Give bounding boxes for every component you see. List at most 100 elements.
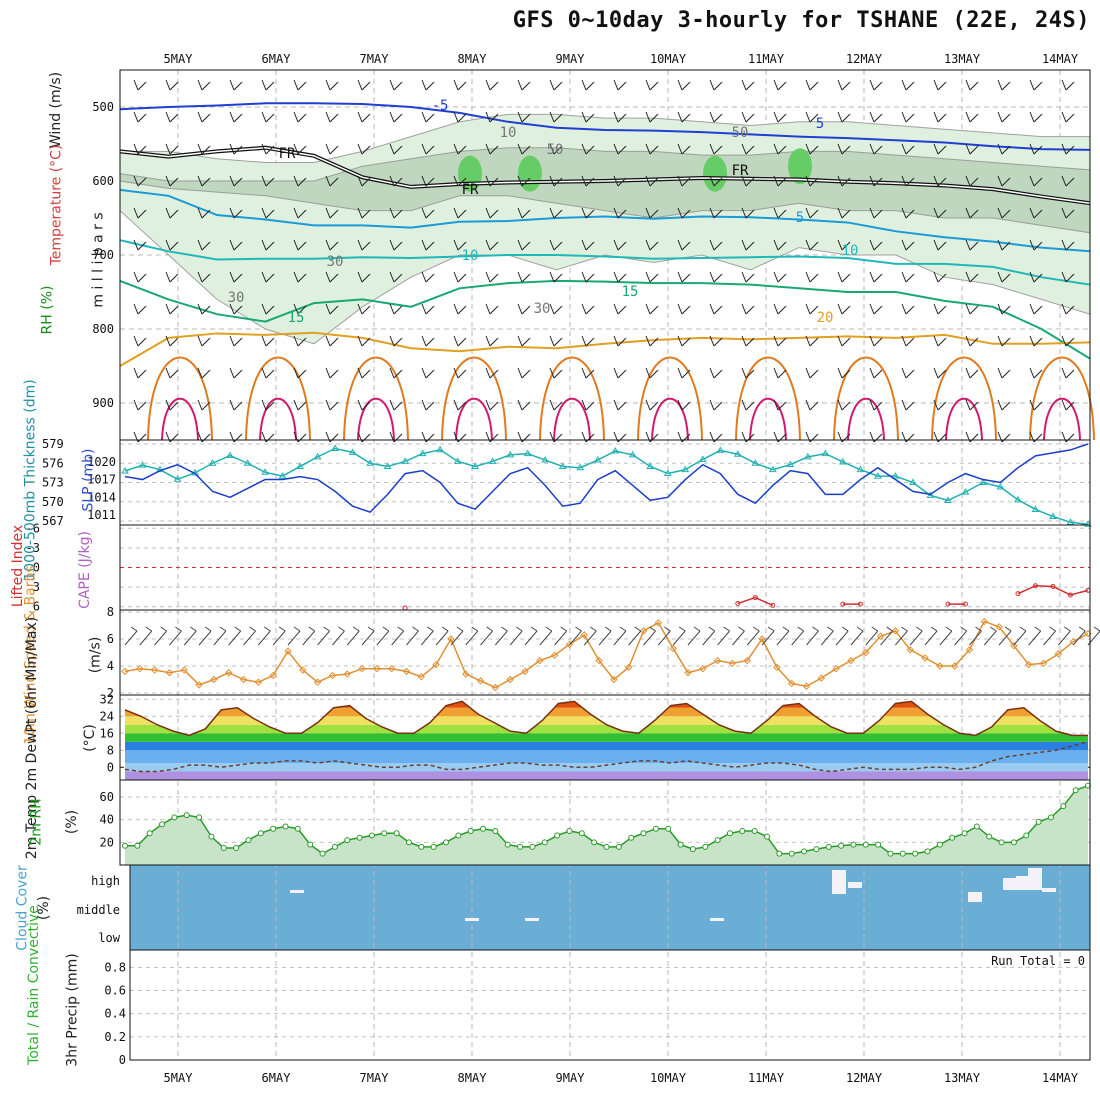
slp-line bbox=[124, 443, 1089, 513]
rh-point bbox=[443, 839, 449, 846]
wind-speed-point bbox=[254, 678, 263, 686]
rh-point bbox=[887, 850, 894, 857]
wind-speed-point bbox=[165, 669, 174, 677]
wind-speed-point bbox=[402, 667, 411, 676]
thickness-point bbox=[558, 462, 567, 469]
rh-point bbox=[714, 837, 721, 844]
wind-barb bbox=[517, 175, 531, 187]
date-label-bottom: 9MAY bbox=[556, 1071, 586, 1085]
rh-panel bbox=[122, 782, 1091, 865]
wind-barb bbox=[741, 207, 755, 219]
wind-barb bbox=[613, 175, 627, 187]
wind-barb bbox=[901, 335, 915, 347]
wind-speed-point bbox=[862, 648, 870, 657]
surface-wind-barb bbox=[791, 626, 805, 646]
wind-barb bbox=[389, 303, 403, 315]
wind-barb bbox=[709, 271, 723, 283]
wind-speed-point bbox=[921, 654, 929, 662]
thickness-point bbox=[1014, 495, 1022, 503]
wind-barb bbox=[741, 143, 755, 155]
wind-barb bbox=[837, 399, 851, 411]
thickness-point bbox=[803, 452, 812, 460]
wind-barb bbox=[933, 239, 947, 251]
isotherm-bump bbox=[1029, 356, 1095, 441]
li-tick-label: 0 bbox=[33, 561, 40, 575]
wind-speed-point bbox=[269, 671, 277, 680]
wind-barb bbox=[517, 143, 531, 155]
cape-axis-title: CAPE (J/kg) bbox=[76, 531, 93, 609]
thickness-tick-label: 573 bbox=[42, 476, 64, 490]
wind-barb bbox=[741, 239, 755, 251]
precip-tick-label: 0.4 bbox=[104, 1007, 126, 1021]
thickness-point bbox=[576, 463, 585, 471]
wind-barb bbox=[965, 143, 979, 155]
pressure-tick-label: 900 bbox=[92, 396, 114, 410]
wind-barb bbox=[677, 367, 691, 379]
wind-barb bbox=[549, 143, 563, 155]
wind-barb bbox=[645, 335, 659, 347]
wind-speed-point bbox=[343, 670, 351, 678]
wind-barb bbox=[965, 271, 979, 283]
isotherm-line bbox=[119, 102, 1091, 151]
isotherm-bump bbox=[637, 356, 703, 441]
wind-barb bbox=[773, 111, 787, 123]
wind-barb bbox=[293, 303, 307, 315]
wind-barb bbox=[869, 143, 883, 155]
wind-barb bbox=[421, 335, 435, 347]
wind-barb bbox=[133, 399, 147, 411]
wind-barb bbox=[485, 271, 499, 283]
wind-barb bbox=[325, 239, 339, 251]
wind-speed-point bbox=[387, 664, 396, 673]
wind-barb bbox=[165, 143, 179, 155]
wind-barb bbox=[837, 111, 851, 123]
temp-band bbox=[125, 707, 1088, 717]
wind-speed-point bbox=[1010, 642, 1018, 650]
temp-tick-label: 16 bbox=[100, 726, 114, 740]
surface-wind-barb bbox=[169, 626, 182, 646]
rh-point bbox=[689, 846, 696, 853]
wind-barb bbox=[517, 207, 531, 219]
wind-barb bbox=[581, 111, 595, 123]
wind-barb bbox=[293, 367, 307, 379]
wind-barb bbox=[805, 399, 819, 411]
surface-wind-barb bbox=[213, 626, 227, 646]
wind-barb bbox=[229, 111, 243, 123]
temp-band bbox=[125, 750, 1088, 763]
wind-barb bbox=[613, 335, 627, 347]
wind-barb bbox=[965, 367, 979, 379]
wind-barb bbox=[933, 367, 947, 379]
wind-barb bbox=[549, 239, 563, 251]
wind-barb bbox=[869, 239, 883, 251]
rh-point bbox=[368, 832, 375, 839]
surface-wind-barb bbox=[702, 626, 716, 646]
wind-speed-point bbox=[817, 674, 826, 682]
wind-barb bbox=[869, 79, 883, 91]
wind-barb bbox=[485, 303, 499, 315]
rh-point bbox=[492, 828, 499, 834]
wind-barb bbox=[293, 239, 307, 251]
contour-label: FR bbox=[279, 146, 296, 162]
surface-wind-barb bbox=[376, 626, 390, 646]
li-line bbox=[737, 585, 1089, 607]
rh-point bbox=[1060, 803, 1067, 810]
wind-barb bbox=[485, 335, 499, 347]
wind-barb bbox=[997, 335, 1011, 347]
rh-point bbox=[1072, 787, 1079, 794]
wind-barb bbox=[517, 303, 531, 315]
thickness-point bbox=[716, 446, 725, 453]
wind-barb bbox=[645, 79, 659, 91]
thickness-tick-label: 570 bbox=[42, 495, 64, 509]
thickness-point bbox=[313, 452, 322, 460]
rh-point bbox=[875, 841, 882, 848]
rh-point bbox=[566, 828, 573, 834]
wind-barb bbox=[165, 271, 179, 283]
wind-barb bbox=[677, 303, 691, 315]
rh-point bbox=[825, 843, 832, 850]
wind-barb bbox=[581, 175, 595, 187]
wind-speed-point bbox=[965, 646, 974, 654]
wind-speed-point bbox=[136, 664, 144, 673]
rh-point bbox=[591, 839, 598, 846]
rh-point bbox=[578, 830, 585, 837]
wind-barb bbox=[613, 239, 627, 251]
wind-barb bbox=[197, 271, 211, 283]
